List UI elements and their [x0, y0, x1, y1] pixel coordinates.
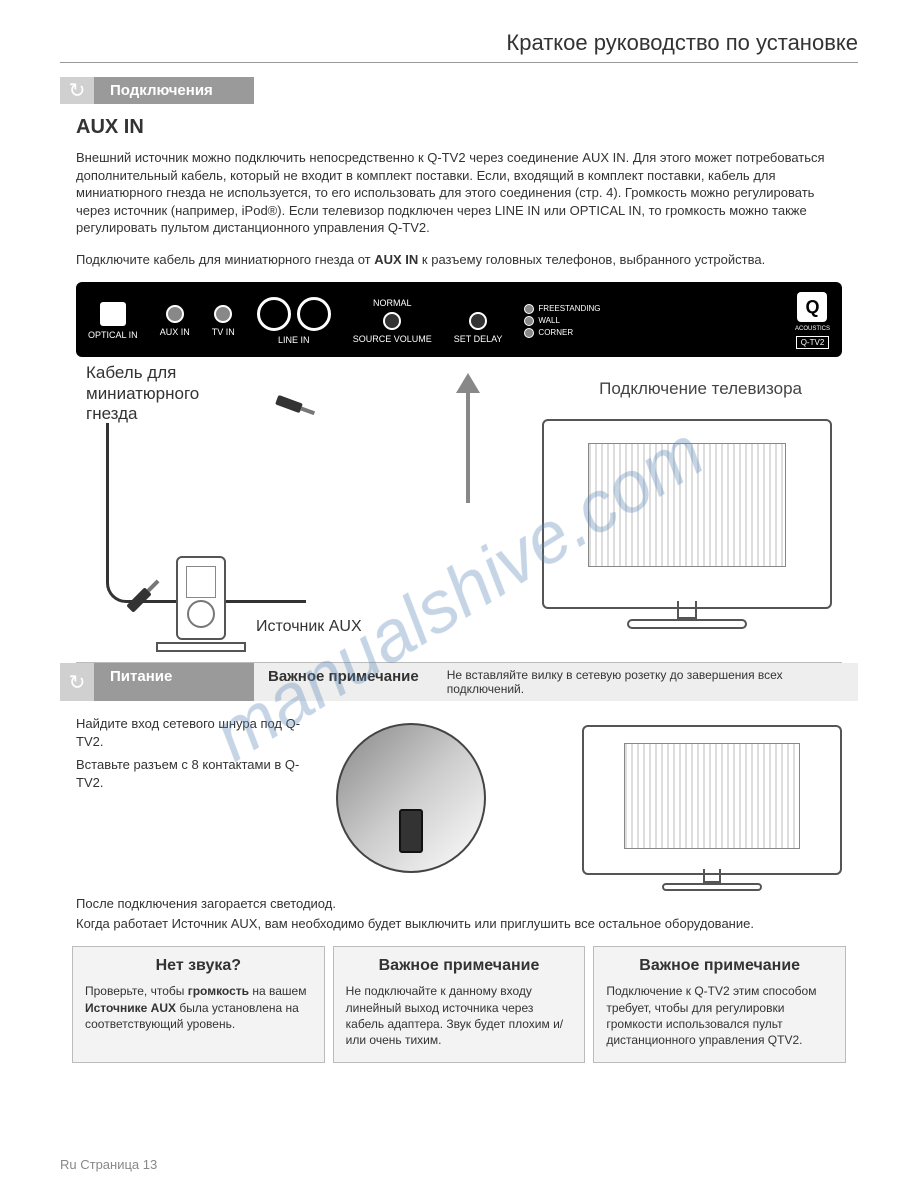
knob-icon — [383, 312, 401, 330]
port-tv: TV IN — [212, 305, 235, 337]
power-after-1: После подключения загорается светодиод. — [76, 895, 842, 913]
label-wall: WALL — [538, 316, 560, 325]
cable-label: Кабель для миниатюрного гнезда — [86, 363, 199, 424]
backpanel-diagram: OPTICAL IN AUX IN TV IN LINE IN NORMAL S… — [76, 282, 842, 357]
label-optical: OPTICAL IN — [88, 330, 138, 340]
aux-source-label: Источник AUX — [256, 618, 362, 636]
power-instructions: Найдите вход сетевого шнура под Q-TV2. В… — [76, 715, 306, 791]
tv-connection-label: Подключение телевизора — [599, 379, 802, 399]
zoom-circle — [336, 723, 486, 873]
label-setdelay: SET DELAY — [454, 334, 503, 344]
wiring-diagram: Кабель для миниатюрного гнезда Источник … — [76, 363, 842, 663]
port-aux: AUX IN — [160, 305, 190, 337]
note-trio: Нет звука? Проверьте, чтобы громкость на… — [72, 946, 846, 1063]
power-figure — [326, 715, 842, 885]
refresh-icon: ↻ — [60, 77, 94, 104]
power-instr-2: Вставьте разъем с 8 контактами в Q-TV2. — [76, 756, 306, 791]
subheading-auxin: AUX IN — [76, 116, 858, 139]
note1-body: Проверьте, чтобы громкость на вашем Исто… — [85, 983, 312, 1032]
tab-label-connections: Подключения — [94, 77, 254, 104]
placement-switch: FREESTANDING WALL CORNER — [524, 304, 600, 338]
page-title: Краткое руководство по установке — [60, 30, 858, 63]
section-tab-power: ↻ Питание Важное примечание Не вставляйт… — [60, 663, 858, 701]
note2-body: Не подключайте к данному входу линейный … — [346, 983, 573, 1048]
section-tab-connections: ↻ Подключения — [60, 77, 858, 104]
refresh-icon: ↻ — [60, 663, 94, 701]
brand-q-icon: Q — [797, 292, 827, 322]
note3-body: Подключение к Q-TV2 этим способом требуе… — [606, 983, 833, 1048]
brand-model: Q-TV2 — [796, 336, 830, 349]
tv-back-diagram — [542, 419, 832, 609]
jack-icon — [214, 305, 232, 323]
power-instr-1: Найдите вход сетевого шнура под Q-TV2. — [76, 715, 306, 750]
note-box-important-2: Важное примечание Подключение к Q-TV2 эт… — [593, 946, 846, 1063]
note1-title: Нет звука? — [85, 957, 312, 975]
para2-a: Подключите кабель для миниатюрного гнезд… — [76, 252, 374, 267]
tab-label-power: Питание — [94, 663, 254, 701]
plug-icon — [275, 395, 303, 413]
optical-icon — [100, 302, 126, 326]
port-set-delay: SET DELAY — [454, 297, 503, 344]
page-footer: Ru Страница 13 — [60, 1157, 157, 1172]
cable-label-l3: гнезда — [86, 404, 137, 423]
connector-icon — [399, 809, 423, 853]
para2-b: к разъему головных телефонов, выбранного… — [418, 252, 765, 267]
label-tv: TV IN — [212, 327, 235, 337]
knob-icon — [469, 312, 487, 330]
tv-back-diagram-2 — [582, 725, 842, 875]
power-note-title: Важное примечание — [254, 663, 433, 701]
note3-title: Важное примечание — [606, 957, 833, 975]
label-srcvol: SOURCE VOLUME — [353, 334, 432, 344]
cable-label-l2: миниатюрного — [86, 384, 199, 403]
label-corner: CORNER — [538, 328, 573, 337]
port-source-volume: NORMAL SOURCE VOLUME — [353, 298, 432, 344]
power-row: Найдите вход сетевого шнура под Q-TV2. В… — [76, 715, 842, 885]
arrow-stem — [466, 393, 470, 503]
brand-acoustics: ACOUSTICS — [795, 326, 830, 332]
paragraph-auxin-1: Внешний источник можно подключить непоср… — [76, 149, 842, 237]
note-box-no-sound: Нет звука? Проверьте, чтобы громкость на… — [72, 946, 325, 1063]
arrow-up-icon — [456, 373, 480, 393]
ipod-base — [156, 642, 246, 652]
label-aux: AUX IN — [160, 327, 190, 337]
cable-label-l1: Кабель для — [86, 363, 176, 382]
note-box-important-1: Важное примечание Не подключайте к данно… — [333, 946, 586, 1063]
label-free: FREESTANDING — [538, 304, 600, 313]
port-optical: OPTICAL IN — [88, 302, 138, 340]
power-after-2: Когда работает Источник AUX, вам необход… — [76, 915, 842, 933]
label-line: LINE IN — [278, 335, 310, 345]
para2-bold: AUX IN — [374, 252, 418, 267]
paragraph-auxin-2: Подключите кабель для миниатюрного гнезд… — [76, 251, 842, 269]
ipod-icon — [176, 556, 226, 640]
jack-icon — [166, 305, 184, 323]
label-normal: NORMAL — [373, 298, 412, 308]
power-note-text: Не вставляйте вилку в сетевую розетку до… — [433, 663, 858, 701]
rca-pair-icon — [257, 297, 331, 331]
brand-badge: Q ACOUSTICS Q-TV2 — [795, 292, 830, 349]
note2-title: Важное примечание — [346, 957, 573, 975]
port-line: LINE IN — [257, 297, 331, 345]
